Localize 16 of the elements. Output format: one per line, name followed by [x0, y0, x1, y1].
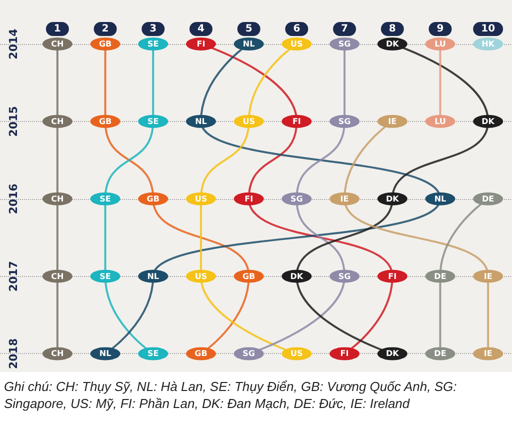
x-tick-label: 7 [341, 24, 348, 34]
x-tick-label: 3 [150, 24, 157, 34]
x-tick-label: 4 [197, 24, 204, 34]
x-tick-label: 2 [102, 24, 109, 34]
y-tick-label: 2017 [7, 260, 20, 292]
y-tick-label: 2016 [7, 183, 20, 214]
annotation: Ghi chú: CH: Thụy Sỹ, NL: Hà Lan, SE: Thụy Điển, GB: Vương Quốc Anh, SG: Singapore, US: Mỹ, FI: Phần Lan, DK: Đan Mạch, DE: Đức, IE: Ireland [4, 378, 458, 412]
x-tick-label: 5 [245, 24, 252, 34]
y-tick-label: 2015 [7, 106, 20, 137]
x-tick-label: 8 [388, 24, 396, 34]
x-tick-label: 6 [293, 24, 300, 34]
x-tick-label: 10 [481, 24, 496, 34]
y-tick-label: 2014 [7, 28, 20, 60]
y-tick-label: 2018 [7, 338, 20, 370]
x-tick-label: 9 [436, 24, 444, 34]
x-tick-label: 1 [54, 24, 61, 34]
